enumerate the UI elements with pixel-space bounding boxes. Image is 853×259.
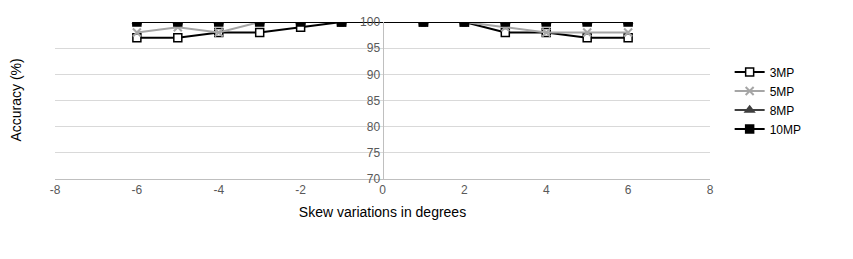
svg-text:3MP: 3MP xyxy=(770,66,795,80)
svg-text:4: 4 xyxy=(543,183,550,197)
svg-text:8: 8 xyxy=(707,183,714,197)
svg-text:-4: -4 xyxy=(213,183,224,197)
svg-text:8MP: 8MP xyxy=(770,104,795,118)
svg-text:85: 85 xyxy=(367,94,381,108)
svg-text:-6: -6 xyxy=(132,183,143,197)
svg-text:100: 100 xyxy=(360,15,380,29)
svg-text:0: 0 xyxy=(379,183,386,197)
svg-text:95: 95 xyxy=(367,41,381,55)
svg-text:75: 75 xyxy=(367,146,381,160)
svg-text:Accuracy (%): Accuracy (%) xyxy=(8,58,24,141)
svg-text:-2: -2 xyxy=(295,183,306,197)
svg-text:70: 70 xyxy=(367,172,381,186)
svg-text:6: 6 xyxy=(625,183,632,197)
svg-text:80: 80 xyxy=(367,120,381,134)
svg-text:90: 90 xyxy=(367,68,381,82)
svg-text:-8: -8 xyxy=(50,183,61,197)
svg-text:Skew variations in degrees: Skew variations in degrees xyxy=(299,204,466,220)
svg-text:2: 2 xyxy=(461,183,468,197)
svg-text:5MP: 5MP xyxy=(770,85,795,99)
svg-text:10MP: 10MP xyxy=(770,123,801,137)
